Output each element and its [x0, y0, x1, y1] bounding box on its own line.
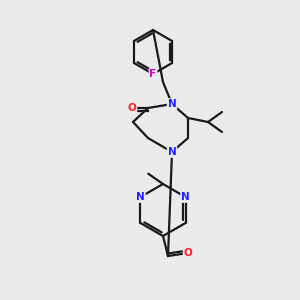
Text: O: O: [128, 103, 136, 113]
Text: F: F: [149, 69, 157, 79]
Text: N: N: [136, 192, 145, 202]
Text: N: N: [168, 99, 176, 109]
Text: O: O: [184, 248, 192, 258]
Text: N: N: [181, 192, 190, 202]
Text: N: N: [168, 147, 176, 157]
